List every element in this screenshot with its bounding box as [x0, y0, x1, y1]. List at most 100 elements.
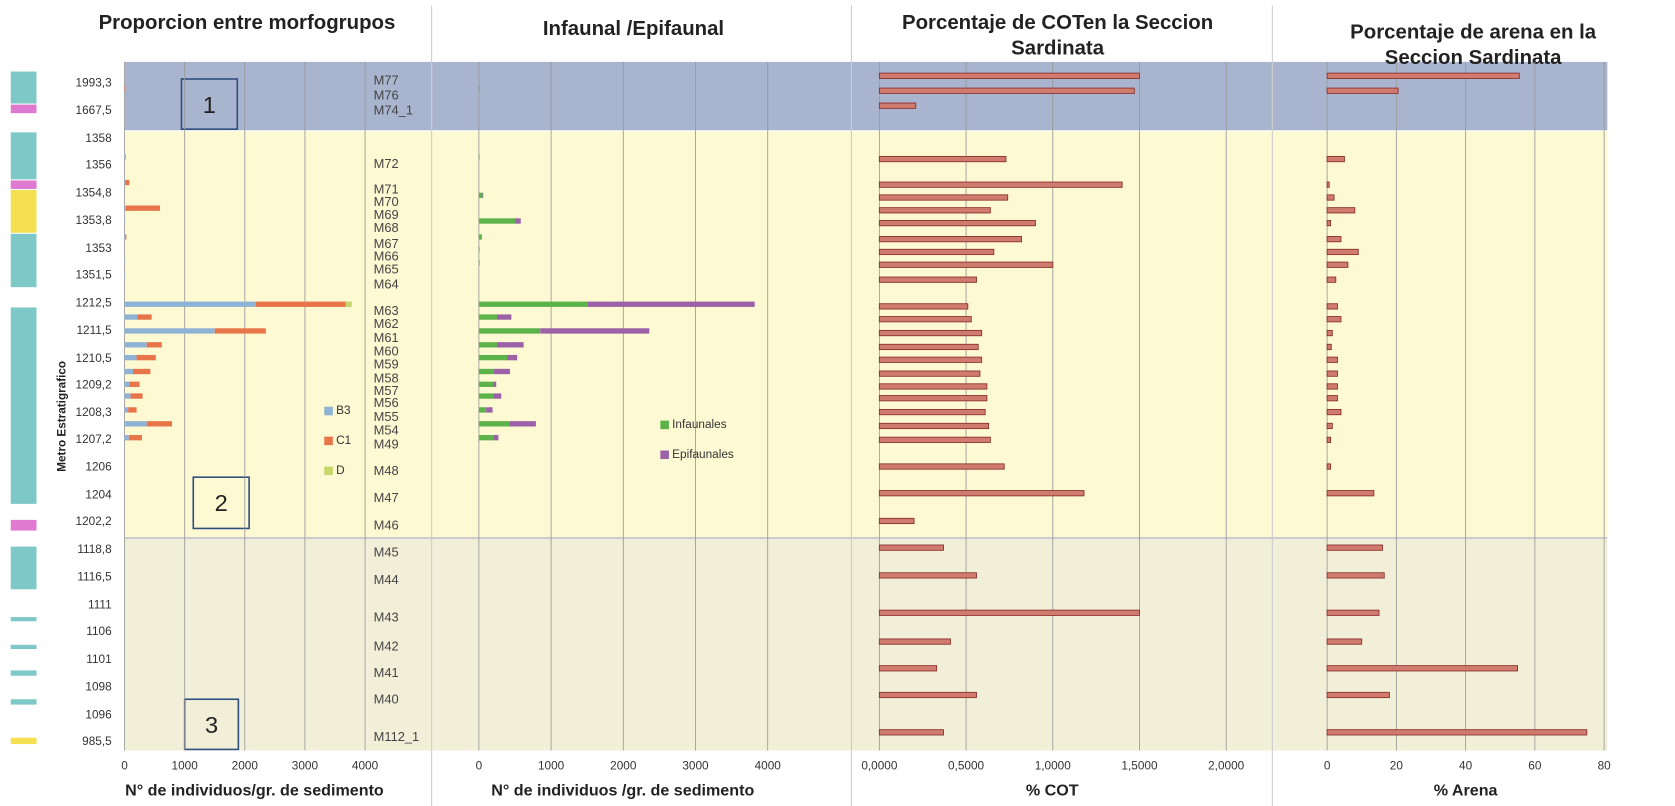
bar-segment: [496, 342, 524, 348]
lithology-column: [10, 71, 37, 745]
bar: [878, 383, 988, 390]
bar: [878, 248, 995, 256]
bar: [878, 181, 1123, 188]
bar-segment: [214, 328, 266, 334]
sample-label: M74_1: [374, 102, 413, 117]
bar-segment: [124, 154, 126, 160]
bar: [1326, 181, 1330, 188]
bar-segment: [478, 154, 480, 160]
lith: [10, 132, 37, 180]
lith: [10, 670, 37, 676]
bar-segment: [486, 407, 493, 413]
lith: [10, 617, 37, 622]
x-tick-label: 1,0000: [1035, 760, 1072, 773]
sample-label: M59: [374, 357, 399, 372]
bar-segment: [130, 393, 143, 399]
bar-segment: [482, 192, 484, 199]
legend-label: C1: [336, 434, 351, 447]
sample-label: M44: [374, 572, 399, 587]
x-axis-label: N° de individuos/gr. de sedimento: [125, 781, 384, 799]
x-tick-label: 3000: [292, 760, 319, 773]
legend-label: Infaunales: [672, 418, 727, 431]
bar: [878, 691, 977, 699]
panel-title: Sardinata: [1011, 38, 1105, 60]
bar-segment: [478, 314, 497, 320]
bar-segment: [124, 368, 133, 375]
bar-segment: [478, 85, 480, 92]
x-tick-label: 0: [476, 760, 483, 773]
bar: [878, 370, 981, 377]
bar: [878, 463, 1005, 470]
bar-segment: [125, 179, 130, 186]
sample-label: M41: [374, 665, 399, 680]
bar: [878, 276, 977, 283]
sample-label: M65: [374, 262, 399, 277]
bar: [878, 609, 1140, 616]
bar: [1326, 436, 1332, 443]
sample-label: M62: [374, 316, 399, 331]
depth-label: 1667,5: [76, 104, 113, 117]
sample-label: M66: [374, 249, 399, 264]
x-tick-label: 2000: [610, 760, 637, 773]
zone-label: 3: [205, 712, 218, 738]
y-axis-label: Metro Estratigrafico: [55, 361, 68, 472]
x-tick-label: 1000: [538, 760, 565, 773]
bar: [1326, 155, 1345, 163]
bar-segment: [478, 192, 483, 199]
bar-segment: [496, 314, 512, 320]
bar-segment: [124, 407, 129, 413]
sample-label: M49: [374, 437, 399, 452]
bar-segment: [587, 301, 755, 307]
legend-swatch: [324, 406, 333, 416]
sample-label: M45: [374, 544, 399, 559]
x-tick-label: 0: [121, 760, 128, 773]
zone-box: [180, 78, 239, 130]
legend-swatch: [660, 450, 669, 460]
bar-segment: [124, 85, 126, 92]
bar: [1326, 303, 1338, 310]
bar-segment: [137, 314, 152, 320]
bar: [878, 220, 1036, 227]
x-axis-label: % COT: [1026, 781, 1079, 799]
bar-segment: [128, 435, 142, 441]
legend-swatch: [324, 466, 333, 476]
bar: [878, 155, 1007, 163]
bar-segment: [124, 274, 126, 281]
x-axis-label: N° de individuos /gr. de sedimento: [491, 781, 754, 799]
bar-segment: [478, 381, 494, 387]
panel-title: Proporcion entre morfogrupos: [99, 12, 396, 34]
bar: [1326, 370, 1338, 377]
x-tick-label: 1,5000: [1121, 760, 1158, 773]
depth-label: 1106: [86, 625, 112, 638]
sample-label: M60: [374, 344, 399, 359]
sample-label: M112_1: [374, 729, 420, 744]
sample-label: M64: [374, 276, 399, 291]
bar: [878, 356, 983, 363]
bar-segment: [124, 218, 126, 224]
bar-segment: [493, 381, 497, 387]
zone-box: [192, 476, 250, 530]
lith: [10, 190, 37, 233]
bar: [878, 408, 986, 416]
bar: [1326, 220, 1332, 227]
bar: [1326, 490, 1375, 497]
x-axis-label: % Arena: [1434, 781, 1499, 799]
sample-label: M72: [374, 156, 399, 171]
bar: [1326, 383, 1338, 390]
zone-band: [124, 131, 1608, 537]
depth-label: 1358: [85, 132, 112, 145]
bar-segment: [124, 301, 256, 307]
bar: [878, 194, 1009, 201]
bar: [878, 544, 944, 551]
bar: [878, 303, 969, 310]
bar-segment: [540, 328, 650, 334]
bar: [1326, 572, 1385, 579]
sample-label: M61: [374, 330, 399, 345]
bar: [878, 261, 1054, 268]
bar: [1326, 609, 1380, 616]
bar: [878, 729, 944, 736]
depth-label: 1209,2: [76, 379, 112, 392]
bar-segment: [478, 407, 487, 413]
bar: [878, 87, 1135, 94]
bar-segment: [494, 368, 510, 375]
